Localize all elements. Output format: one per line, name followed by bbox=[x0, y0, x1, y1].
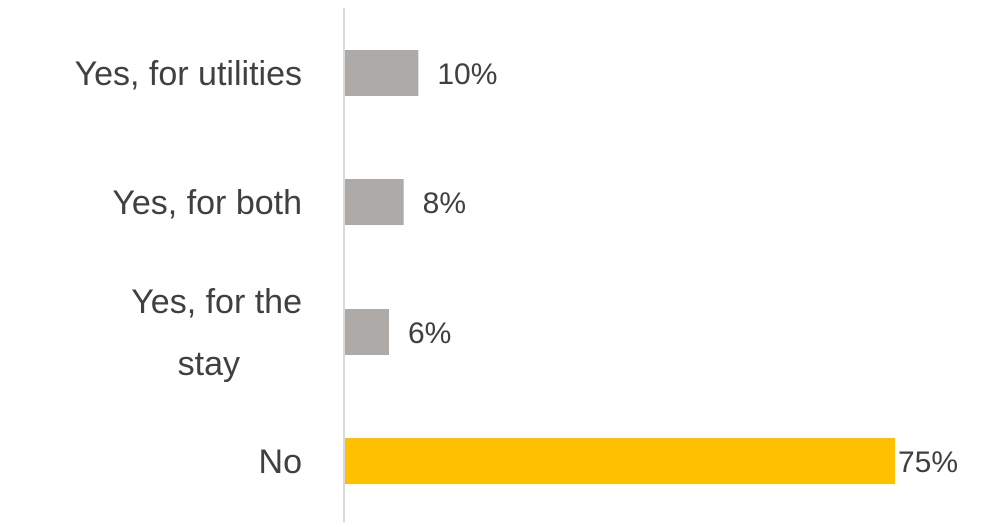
value-label-3: 75% bbox=[898, 446, 958, 479]
bar-0 bbox=[345, 50, 419, 96]
bars-layer bbox=[345, 50, 895, 484]
value-label-2: 6% bbox=[408, 317, 451, 350]
bar-2 bbox=[345, 309, 389, 355]
bar-1 bbox=[345, 179, 404, 225]
category-label-2: Yes, for the stay bbox=[131, 283, 302, 383]
labels-layer: 10% Yes, for utilities 8% Yes, for both 6% Ye… bbox=[75, 55, 958, 481]
category-label-1: Yes, for both bbox=[112, 184, 302, 222]
value-label-0: 10% bbox=[437, 58, 497, 91]
bar-3 bbox=[345, 438, 895, 484]
category-label-0: Yes, for utilities bbox=[75, 55, 302, 93]
value-label-1: 8% bbox=[423, 187, 466, 220]
category-label-3: No bbox=[259, 443, 302, 481]
